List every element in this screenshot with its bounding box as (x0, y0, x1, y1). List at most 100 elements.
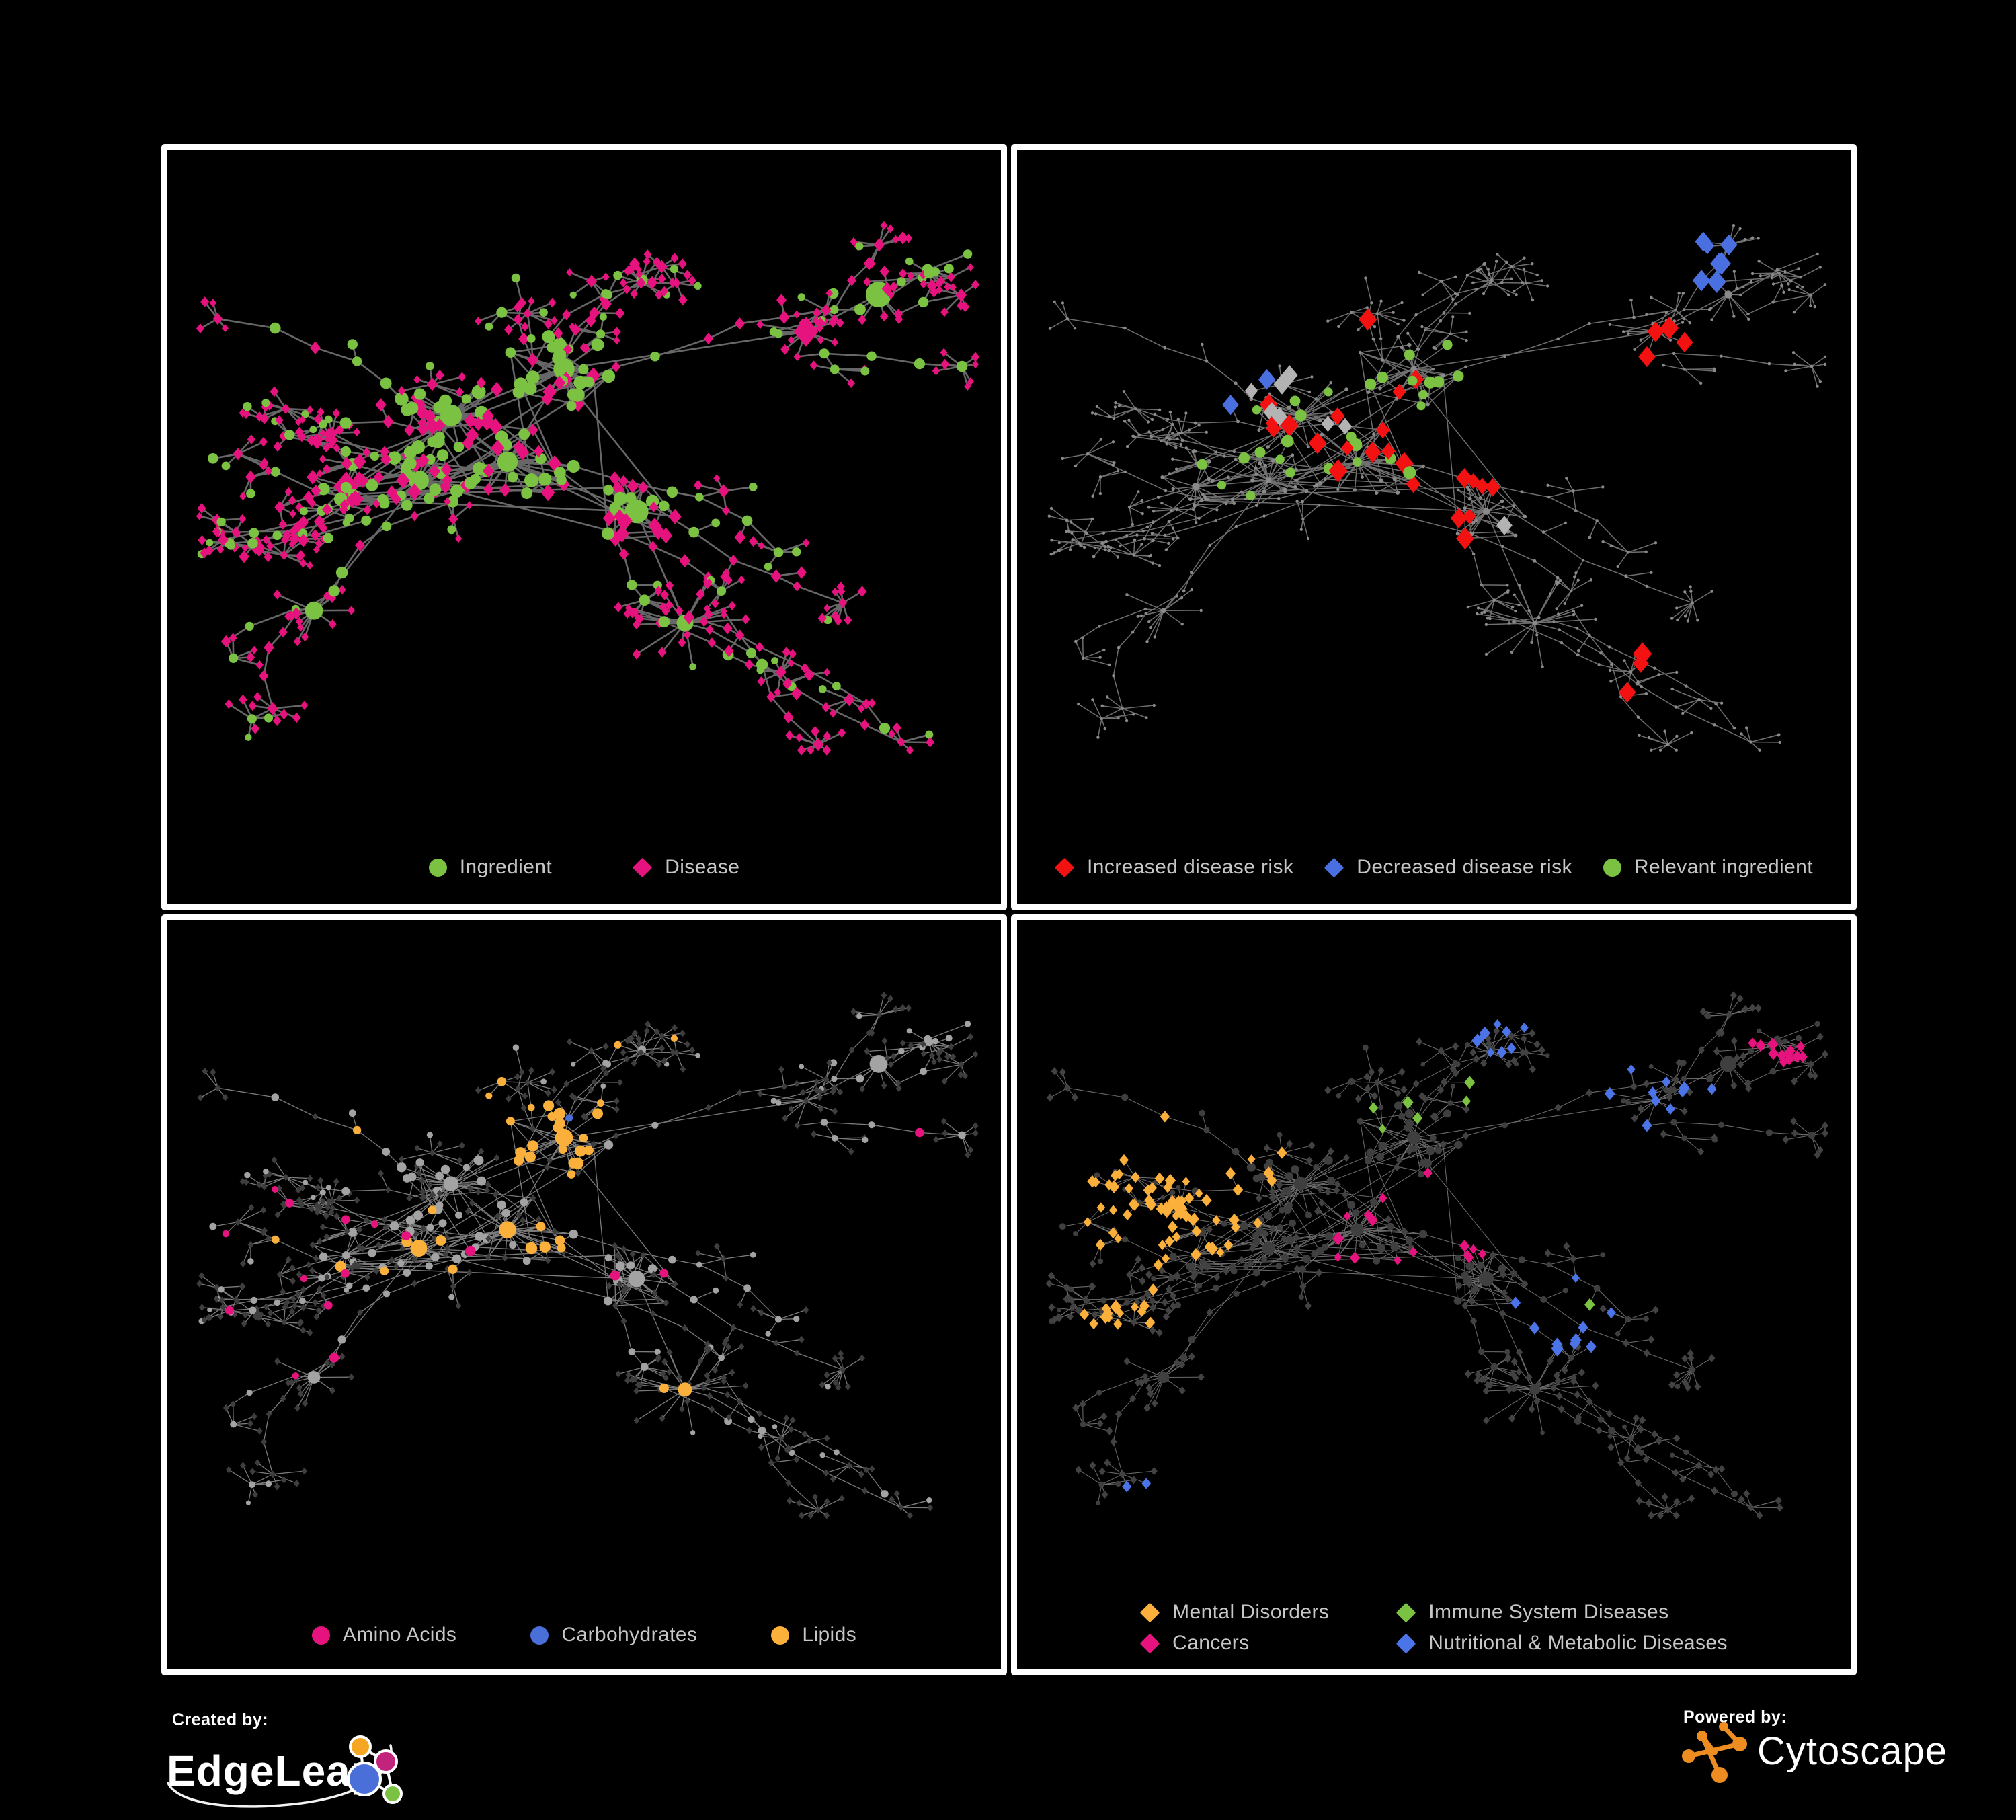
network-node (1400, 346, 1404, 350)
network-node (316, 435, 323, 444)
network-node (908, 1041, 914, 1050)
network-node (1451, 315, 1455, 319)
network-node (887, 224, 894, 233)
network-node (1166, 418, 1170, 421)
network-node (588, 1047, 595, 1055)
network-node (599, 294, 608, 305)
network-node (957, 300, 965, 311)
network-node (393, 1263, 399, 1271)
network-node-highlight (1172, 1211, 1180, 1221)
network-node (1510, 1270, 1517, 1277)
network-node-highlight (575, 1145, 587, 1157)
network-node (1168, 410, 1172, 414)
network-node (1454, 1140, 1463, 1149)
network-node (830, 314, 839, 323)
network-node-highlight (1619, 682, 1636, 703)
network-node-highlight (1570, 1333, 1582, 1347)
network-node (773, 1339, 780, 1347)
network-node (300, 1327, 307, 1334)
network-node (1206, 1225, 1213, 1234)
network-node (1592, 1382, 1599, 1390)
network-node (1709, 707, 1713, 710)
network-node (1114, 401, 1117, 405)
network-node (758, 1426, 766, 1435)
network-node (1617, 1458, 1625, 1467)
network-node (1400, 301, 1404, 305)
network-node (296, 1384, 303, 1392)
network-node (713, 1287, 719, 1294)
network-node (1310, 375, 1314, 379)
network-node (471, 385, 486, 399)
network-node (1662, 1085, 1670, 1095)
network-node (1098, 625, 1101, 628)
network-node (757, 676, 766, 686)
network-node (338, 585, 346, 595)
network-node (1664, 311, 1668, 315)
network-node (1629, 670, 1633, 674)
legend-label: Lipids (802, 1624, 857, 1646)
network-node (815, 317, 825, 328)
network-node (1227, 475, 1230, 479)
network-node (1133, 538, 1137, 541)
network-node (1180, 596, 1184, 600)
network-node (246, 651, 255, 663)
network-node (1418, 1171, 1424, 1178)
network-node (1254, 472, 1258, 476)
network-node (707, 1392, 713, 1400)
network-node (300, 1285, 307, 1294)
network-node (466, 501, 473, 510)
network-node (625, 1371, 632, 1379)
network-node (1750, 236, 1755, 240)
network-node (1455, 1254, 1461, 1261)
network-node-highlight (1101, 1303, 1111, 1314)
network-node (1107, 415, 1111, 418)
network-node (1712, 1466, 1720, 1474)
network-node (1707, 1470, 1715, 1478)
network-node (1503, 355, 1506, 358)
network-node (196, 1279, 203, 1288)
network-node (292, 1302, 298, 1310)
network-node (1059, 1223, 1066, 1230)
network-node (578, 364, 589, 374)
network-node (1634, 1478, 1642, 1487)
network-node-highlight (515, 1147, 526, 1158)
network-node (1500, 1270, 1507, 1279)
network-node-highlight (539, 1241, 551, 1253)
network-node (1061, 301, 1065, 305)
network-node (705, 624, 714, 635)
network-node (1277, 1224, 1283, 1231)
network-node (694, 282, 702, 290)
network-node (603, 485, 614, 496)
network-node (518, 428, 530, 440)
network-node (1194, 450, 1197, 453)
network-node (1117, 716, 1120, 720)
network-node-highlight (1104, 1179, 1114, 1191)
network-node (280, 1288, 286, 1296)
network-node (229, 653, 239, 663)
network-node (1474, 1376, 1481, 1385)
network-node (862, 1136, 869, 1143)
network-node (1246, 1162, 1256, 1172)
network-node (1320, 432, 1324, 437)
network-node-highlight (1225, 1167, 1236, 1180)
network-node (263, 1303, 270, 1311)
network-node (247, 538, 258, 549)
network-node (1432, 1113, 1439, 1122)
network-node (657, 647, 667, 658)
network-node (352, 356, 362, 366)
network-node (788, 1425, 795, 1433)
network-node (492, 1191, 499, 1199)
network-node (1398, 1068, 1406, 1076)
network-node-highlight (1340, 440, 1354, 457)
network-node (614, 1105, 620, 1113)
network-node (497, 451, 518, 472)
network-node-highlight (1365, 378, 1377, 390)
network-node-highlight (527, 1103, 535, 1111)
network-node (443, 1234, 450, 1241)
network-node (1568, 1355, 1574, 1361)
network-node (1081, 636, 1084, 639)
network-graph-disease-classes (1045, 991, 1828, 1520)
network-node (1597, 1416, 1605, 1423)
network-node (1453, 1297, 1462, 1305)
network-node-highlight (1162, 1206, 1172, 1218)
